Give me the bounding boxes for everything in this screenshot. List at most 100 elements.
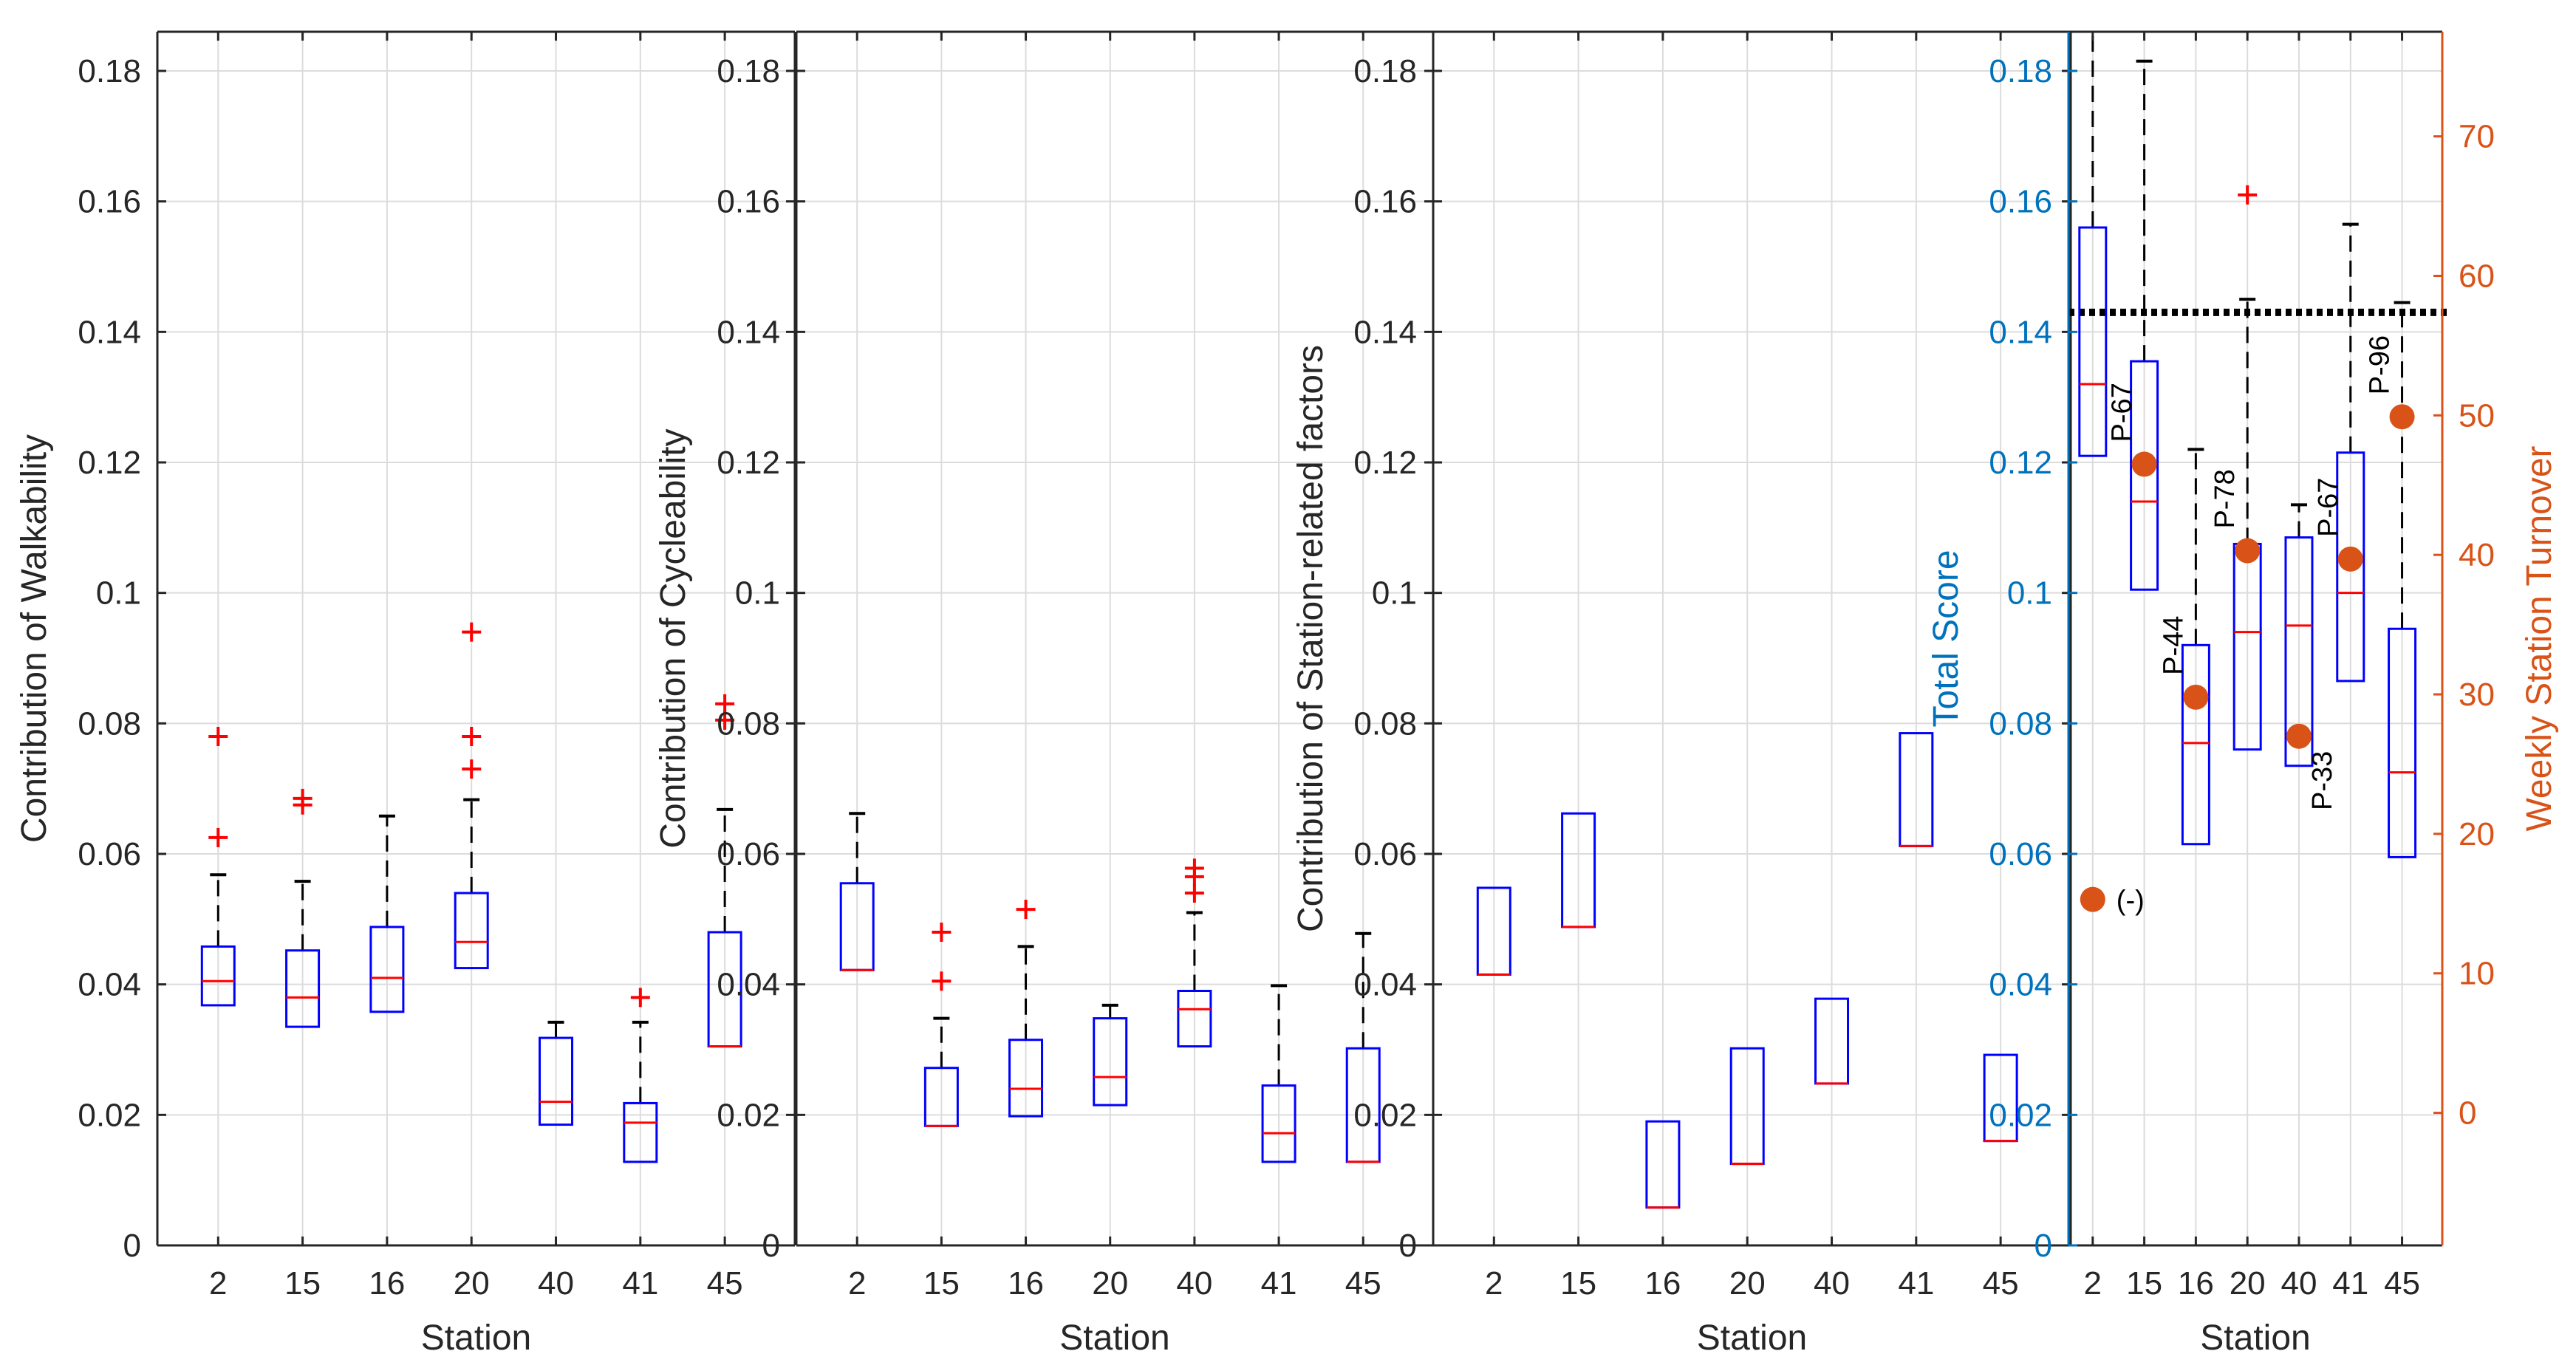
- y-tick-label: 0.14: [1353, 314, 1417, 350]
- outlier-marker: [715, 694, 735, 714]
- y-axis-label: Contribution of Cycleability: [654, 428, 693, 848]
- turnover-label: (-): [2117, 886, 2145, 917]
- y-tick-label: 0: [1399, 1228, 1417, 1264]
- y-tick-label-right: 60: [2459, 258, 2495, 294]
- y-tick-label-right: 30: [2459, 677, 2495, 713]
- box: [2130, 360, 2159, 591]
- y-tick-label: 0.18: [78, 53, 141, 89]
- y-tick-label: 0.18: [717, 53, 780, 89]
- box-station-45: [707, 694, 742, 1048]
- outlier-marker: [208, 727, 228, 746]
- y-tick-label: 0.02: [78, 1097, 141, 1133]
- y-tick-label: 0.1: [2007, 575, 2052, 612]
- x-tick-label: 40: [1176, 1265, 1212, 1302]
- y-tick-label: 0: [2035, 1228, 2052, 1264]
- y-tick-label-right: 50: [2459, 397, 2495, 434]
- box: [200, 945, 236, 1007]
- y-tick-label: 0.12: [1353, 445, 1417, 481]
- box-station-45: [1983, 1053, 2018, 1143]
- box: [2336, 451, 2365, 683]
- y-tick-label: 0.14: [78, 314, 141, 350]
- x-tick-label: 15: [2126, 1265, 2162, 1302]
- turnover-label: P-78: [2210, 469, 2241, 528]
- box: [369, 926, 405, 1013]
- y-axis-label: Total Score: [1927, 550, 1966, 727]
- y-tick-label: 0.02: [717, 1097, 780, 1133]
- box-station-16: [369, 814, 405, 1013]
- box-station-15: [1561, 812, 1596, 928]
- y-axis-label: Contribution of Walkability: [15, 434, 54, 843]
- box-station-15: [923, 923, 959, 1127]
- turnover-point-station-16: [2183, 684, 2209, 710]
- y-tick-label: 0.1: [96, 575, 141, 612]
- y-tick-label-right: 10: [2459, 956, 2495, 992]
- box: [285, 949, 321, 1028]
- box-station-2: [2078, 27, 2108, 457]
- x-tick-label: 20: [1092, 1265, 1128, 1302]
- box: [1177, 990, 1212, 1048]
- turnover-point-station-2: [2080, 886, 2105, 912]
- box-station-40: [1177, 858, 1212, 1048]
- x-axis-label: Station: [421, 1319, 531, 1358]
- box-station-41: [1899, 732, 1934, 847]
- x-axis-label: Station: [1697, 1319, 1807, 1358]
- x-tick-label: 41: [2332, 1265, 2368, 1302]
- x-tick-label: 16: [1644, 1265, 1681, 1302]
- y-tick-label: 0: [123, 1228, 141, 1264]
- box: [2388, 627, 2417, 858]
- x-tick-label: 15: [284, 1265, 321, 1302]
- x-tick-label: 45: [707, 1265, 743, 1302]
- outlier-marker: [1184, 858, 1204, 878]
- box: [623, 1101, 658, 1163]
- y-tick-label: 0.02: [1353, 1097, 1417, 1133]
- box-station-40: [539, 1020, 574, 1126]
- outlier-marker: [462, 727, 482, 746]
- box: [454, 892, 489, 970]
- box-station-41: [2336, 222, 2365, 683]
- box-station-2: [839, 812, 875, 971]
- box-station-2: [200, 727, 236, 1007]
- y-tick-label: 0.1: [735, 575, 780, 612]
- y-tick-label: 0.08: [1353, 705, 1417, 742]
- y-tick-label: 0.16: [1989, 184, 2052, 220]
- y-tick-label: 0.08: [1989, 705, 2052, 742]
- turnover-point-station-20: [2235, 538, 2261, 564]
- box-station-20: [454, 622, 489, 970]
- y-axis-label: Contribution of Station-related factors: [1291, 345, 1330, 932]
- y-tick-label: 0.12: [1989, 445, 2052, 481]
- box-station-16: [1645, 1120, 1681, 1209]
- y-tick-label: 0.16: [78, 184, 141, 220]
- x-tick-label: 20: [1729, 1265, 1766, 1302]
- turnover-point-station-41: [2337, 546, 2363, 572]
- y-tick-label: 0.02: [1989, 1097, 2052, 1133]
- x-tick-label: 16: [369, 1265, 405, 1302]
- box-station-41: [623, 988, 658, 1163]
- outlier-marker: [1016, 900, 1036, 920]
- outlier-marker: [932, 923, 952, 942]
- x-tick-label: 2: [2084, 1265, 2102, 1302]
- x-tick-label: 2: [848, 1265, 866, 1302]
- y-tick-label: 0.06: [1989, 836, 2052, 872]
- y-tick-label: 0.06: [717, 836, 780, 872]
- panel-3: [1432, 30, 2072, 1247]
- outlier-marker: [1184, 883, 1204, 903]
- outlier-marker: [932, 971, 952, 991]
- y-tick-label: 0.1: [1372, 575, 1417, 612]
- box-station-20: [1729, 1047, 1765, 1166]
- y-tick-label: 0.04: [1989, 967, 2052, 1003]
- turnover-label: P-67: [2107, 383, 2138, 442]
- x-tick-label: 2: [209, 1265, 227, 1302]
- outlier-marker: [462, 759, 482, 779]
- box: [2078, 226, 2108, 457]
- outlier-marker: [208, 827, 228, 847]
- box-station-16: [1008, 900, 1044, 1118]
- y-tick-label: 0.06: [1353, 836, 1417, 872]
- turnover-point-station-15: [2131, 451, 2157, 477]
- outlier-marker: [715, 710, 735, 730]
- x-tick-label: 41: [1261, 1265, 1297, 1302]
- box: [1093, 1017, 1128, 1107]
- y-tick-label-right: 70: [2459, 119, 2495, 155]
- box-station-40: [2284, 503, 2314, 767]
- turnover-label: P-96: [2365, 335, 2396, 394]
- box-station-15: [2130, 59, 2159, 591]
